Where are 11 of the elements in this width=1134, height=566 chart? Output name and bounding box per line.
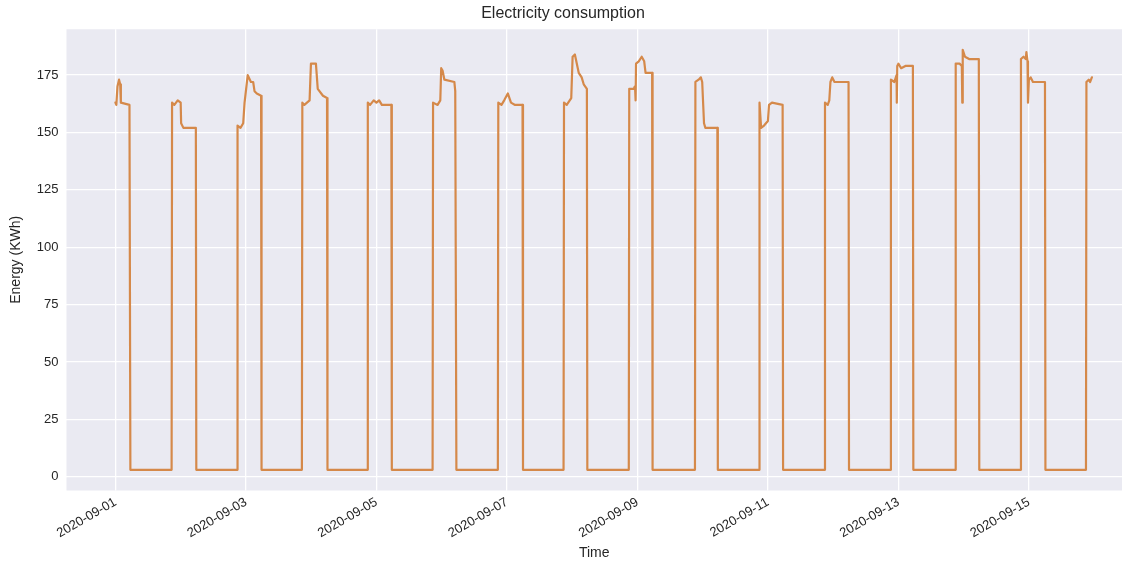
y-tick-label: 150 [36, 124, 59, 140]
y-tick-label: 175 [36, 66, 59, 82]
y-tick-label: 100 [36, 238, 59, 254]
y-tick-label: 0 [51, 468, 59, 484]
x-axis-title: Time [578, 544, 610, 561]
y-axis-title: Energy (KWh) [7, 215, 24, 304]
y-tick-label: 25 [44, 410, 59, 426]
y-tick-label: 75 [44, 296, 59, 312]
y-tick-label: 125 [36, 181, 59, 197]
y-tick-label: 50 [44, 353, 59, 369]
chart-title: Electricity consumption [481, 4, 645, 22]
